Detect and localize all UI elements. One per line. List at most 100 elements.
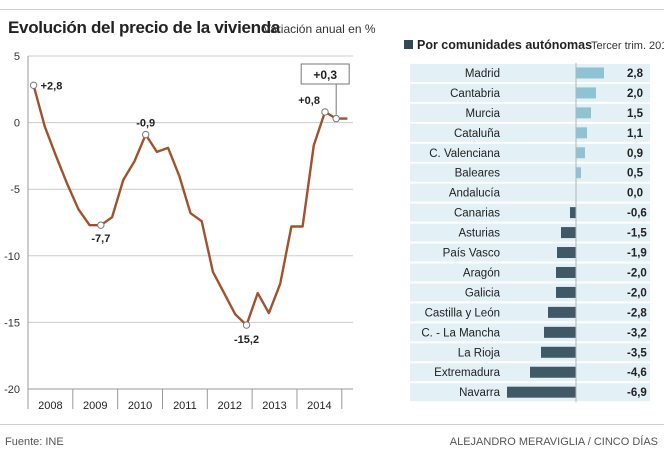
data-label: +2,8 bbox=[41, 80, 63, 92]
value-label: 1,5 bbox=[627, 108, 644, 120]
x-tick-label: 2012 bbox=[217, 400, 241, 412]
x-tick-label: 2014 bbox=[307, 400, 331, 412]
category-label: Murcia bbox=[465, 108, 500, 120]
value-label: 1,1 bbox=[627, 128, 644, 140]
row-band bbox=[410, 223, 650, 242]
bar bbox=[541, 346, 576, 358]
bar bbox=[556, 266, 576, 278]
chart-subtitle: Variación anual en % bbox=[263, 22, 376, 36]
data-point-marker bbox=[332, 114, 340, 123]
x-tick-label: 2009 bbox=[83, 400, 107, 412]
data-point-marker bbox=[29, 81, 38, 90]
category-label: Canarias bbox=[454, 208, 500, 220]
bar bbox=[576, 127, 587, 139]
data-point-marker bbox=[321, 108, 329, 116]
row-band bbox=[410, 323, 650, 342]
value-label: 2,0 bbox=[627, 88, 643, 100]
category-label: C. Valenciana bbox=[429, 148, 500, 160]
bar bbox=[544, 326, 576, 338]
footer-rule bbox=[0, 424, 664, 425]
bar bbox=[557, 247, 576, 259]
row-band bbox=[410, 203, 650, 222]
x-tick-label: 2013 bbox=[262, 400, 286, 412]
row-band bbox=[410, 64, 650, 82]
value-label: -2,0 bbox=[627, 287, 647, 299]
category-label: C. - La Mancha bbox=[421, 327, 500, 339]
callout-box bbox=[300, 63, 350, 85]
bar bbox=[548, 306, 576, 318]
data-point-marker bbox=[242, 321, 251, 329]
category-label: La Rioja bbox=[458, 347, 501, 359]
data-label: +0,8 bbox=[298, 95, 320, 107]
right-panel-title-text: Por comunidades autónomas bbox=[417, 38, 593, 52]
top-rule bbox=[0, 9, 664, 10]
value-label: -2,0 bbox=[627, 267, 647, 279]
bar bbox=[576, 167, 581, 179]
value-label: -0,6 bbox=[627, 208, 647, 220]
row-band bbox=[410, 83, 650, 102]
row-band bbox=[410, 183, 650, 202]
row-band bbox=[410, 283, 650, 302]
category-label: Asturias bbox=[458, 228, 500, 240]
value-label: 0,0 bbox=[627, 188, 643, 200]
category-label: Extremadura bbox=[434, 367, 500, 379]
row-band bbox=[410, 103, 650, 122]
x-tick-label: 2010 bbox=[128, 400, 152, 412]
x-tick-label: 2008 bbox=[38, 400, 62, 412]
data-point-marker bbox=[141, 130, 150, 139]
category-label: Madrid bbox=[465, 68, 500, 80]
square-icon bbox=[404, 40, 413, 49]
chart-title: Evolución del precio de la vivienda bbox=[8, 18, 280, 37]
y-tick-label: -15 bbox=[4, 317, 20, 329]
value-label: -1,5 bbox=[627, 228, 647, 240]
row-band bbox=[410, 303, 650, 322]
y-tick-label: -20 bbox=[4, 384, 20, 396]
right-panel-subtitle: Tercer trim. 2014 bbox=[591, 40, 664, 52]
data-point-marker bbox=[97, 221, 105, 229]
category-label: Aragón bbox=[463, 267, 500, 279]
bar bbox=[530, 366, 576, 378]
row-band bbox=[410, 263, 650, 282]
y-tick-label: 5 bbox=[14, 51, 20, 63]
x-tick-label: 2011 bbox=[173, 400, 197, 412]
category-label: Baleares bbox=[455, 168, 501, 180]
category-label: Cantabria bbox=[450, 88, 500, 100]
row-band bbox=[410, 343, 650, 362]
category-label: País Vasco bbox=[443, 248, 500, 260]
bar bbox=[576, 107, 591, 119]
bar bbox=[570, 207, 576, 219]
row-band bbox=[410, 143, 650, 162]
category-label: Andalucía bbox=[449, 188, 501, 200]
value-label: 2,8 bbox=[627, 68, 644, 80]
y-tick-label: 0 bbox=[14, 118, 20, 130]
price-series-line bbox=[32, 84, 348, 327]
bar bbox=[556, 286, 576, 298]
category-label: Castilla y León bbox=[425, 307, 500, 319]
value-label: 0,9 bbox=[627, 148, 643, 160]
y-tick-label: -5 bbox=[10, 184, 20, 196]
value-label: -3,5 bbox=[627, 347, 647, 359]
value-label: -6,9 bbox=[627, 387, 647, 399]
data-label: -7,7 bbox=[91, 233, 110, 245]
value-label: 0,5 bbox=[627, 168, 644, 180]
category-label: Galicia bbox=[465, 287, 501, 299]
source-note: Fuente: INE bbox=[5, 436, 64, 448]
row-band bbox=[410, 163, 650, 182]
row-band bbox=[410, 123, 650, 142]
y-tick-label: -10 bbox=[4, 251, 20, 263]
data-label: -0,9 bbox=[136, 118, 155, 130]
bar bbox=[576, 147, 585, 159]
bar bbox=[576, 87, 596, 99]
row-band bbox=[410, 243, 650, 262]
value-label: -3,2 bbox=[627, 327, 647, 339]
value-label: -2,8 bbox=[627, 307, 647, 319]
value-label: -4,6 bbox=[627, 367, 647, 379]
credit-note: ALEJANDRO MERAVIGLIA / CINCO DÍAS bbox=[449, 436, 658, 448]
bar bbox=[561, 227, 576, 239]
category-label: Cataluña bbox=[454, 128, 501, 140]
bar bbox=[507, 386, 576, 398]
bar bbox=[576, 67, 604, 79]
data-label: +0,3 bbox=[313, 68, 337, 82]
